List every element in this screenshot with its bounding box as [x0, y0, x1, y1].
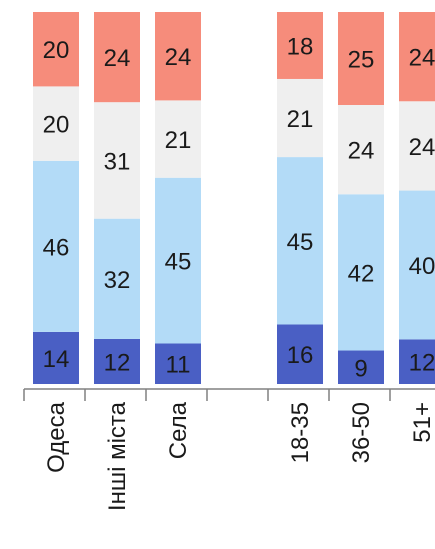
category-label: Інші міста: [104, 401, 131, 511]
segment-value-label: 9: [354, 355, 367, 382]
category-label: Одеса: [43, 401, 70, 472]
bar-segment: [155, 100, 201, 178]
bar-segment: [399, 12, 435, 102]
segment-value-label: 24: [104, 45, 131, 72]
segment-value-label: 20: [43, 112, 70, 139]
segment-value-label: 31: [104, 148, 131, 175]
bar-segment: [155, 12, 201, 101]
bar-segment: [277, 12, 323, 79]
bar-segment: [33, 86, 79, 161]
segment-value-label: 18: [287, 33, 314, 60]
bar-segment: [277, 78, 323, 158]
bar-segment: [338, 105, 384, 195]
segment-value-label: 11: [166, 352, 191, 379]
bar-segment: [33, 160, 79, 332]
x-axis: [23, 388, 435, 401]
category-labels-layer: Одеса Інші міста Села 18-35 36-50 51+: [43, 401, 435, 511]
bar-segment: [338, 350, 384, 384]
segment-value-label: 45: [287, 229, 314, 256]
segment-value-label: 16: [287, 342, 314, 369]
segment-value-label: 24: [409, 134, 435, 161]
category-label: Села: [165, 401, 192, 459]
bar-segment: [399, 101, 435, 191]
segment-value-label: 12: [104, 349, 131, 376]
bar-segment: [277, 324, 323, 384]
category-label: 18-35: [287, 402, 314, 463]
segment-value-label: 20: [43, 37, 70, 64]
segment-value-label: 42: [348, 260, 375, 287]
bar-segment: [94, 218, 140, 339]
segment-labels-layer: 14 46 20 20 12 32 31 24 11 45 21 24 16 45 21 18 9 42 24 25 1…: [43, 33, 435, 382]
segment-value-label: 21: [165, 127, 192, 154]
bar-segment: [94, 12, 140, 103]
bar-segment: [399, 190, 435, 340]
bar-segment: [33, 12, 79, 87]
segment-value-label: 25: [348, 47, 375, 74]
segment-value-label: 12: [409, 350, 435, 377]
bar-segment: [155, 343, 201, 384]
bars-layer: [33, 12, 435, 384]
segment-value-label: 24: [409, 45, 435, 72]
bar-segment: [94, 102, 140, 219]
segment-value-label: 46: [43, 234, 70, 261]
category-label: 51+: [409, 402, 435, 443]
bar-segment: [33, 331, 79, 384]
bar-segment: [94, 338, 140, 384]
segment-value-label: 21: [287, 106, 314, 133]
bar-segment: [155, 177, 201, 344]
segment-value-label: 45: [165, 249, 192, 276]
bar-segment: [399, 339, 435, 384]
segment-value-label: 32: [104, 267, 131, 294]
segment-value-label: 24: [348, 138, 375, 165]
segment-value-label: 14: [43, 346, 70, 373]
bar-segment: [277, 157, 323, 325]
segment-value-label: 40: [409, 253, 435, 280]
segment-value-label: 24: [165, 44, 192, 71]
category-label: 36-50: [348, 402, 375, 463]
bar-segment: [338, 194, 384, 351]
bar-segment: [338, 12, 384, 105]
